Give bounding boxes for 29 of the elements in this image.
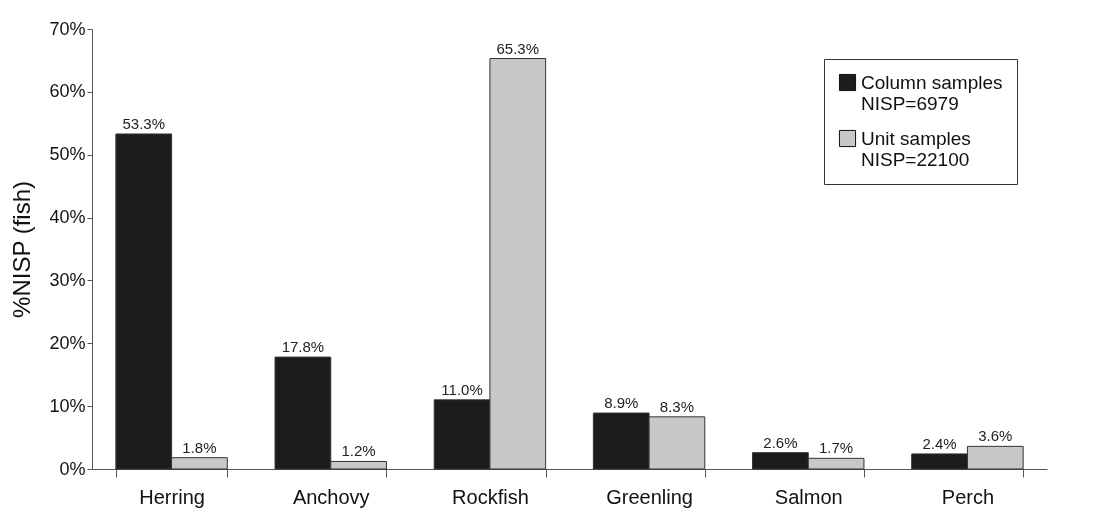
y-tick-label: 60% (49, 81, 86, 102)
x-tick-label: Perch (941, 485, 995, 508)
x-tick-label: Salmon (774, 485, 843, 508)
data-label: 1.7% (819, 439, 854, 457)
data-label: 2.6% (763, 433, 798, 451)
x-tick-label: Anchovy (292, 485, 370, 508)
data-label: 1.2% (341, 442, 376, 460)
data-label: 2.4% (922, 434, 957, 452)
legend-label: Unit samples NISP=22100 (861, 127, 971, 170)
y-tick-label: 10% (49, 395, 86, 416)
y-tick-label: 20% (49, 332, 86, 353)
data-label: 65.3% (496, 39, 540, 57)
y-tick-label: 0% (59, 458, 86, 479)
x-tick-label: Herring (139, 485, 205, 508)
data-label: 1.8% (182, 438, 217, 456)
y-tick-label: 40% (49, 207, 86, 228)
y-tick-label: 70% (49, 18, 86, 39)
x-tick-label: Greenling (606, 485, 693, 508)
data-label: 3.6% (978, 427, 1013, 445)
y-axis-title: %NISP (fish) (8, 181, 36, 318)
data-label: 17.8% (281, 338, 325, 356)
y-tick-label: 30% (49, 269, 86, 290)
data-label: 53.3% (122, 114, 165, 132)
data-label: 11.0% (441, 380, 483, 398)
x-tick-label: Rockfish (452, 485, 529, 508)
data-label: 8.3% (659, 397, 695, 415)
data-label: 8.9% (604, 394, 639, 412)
y-tick-label: 50% (49, 144, 86, 165)
legend-label: Column samples NISP=6979 (861, 71, 1003, 114)
